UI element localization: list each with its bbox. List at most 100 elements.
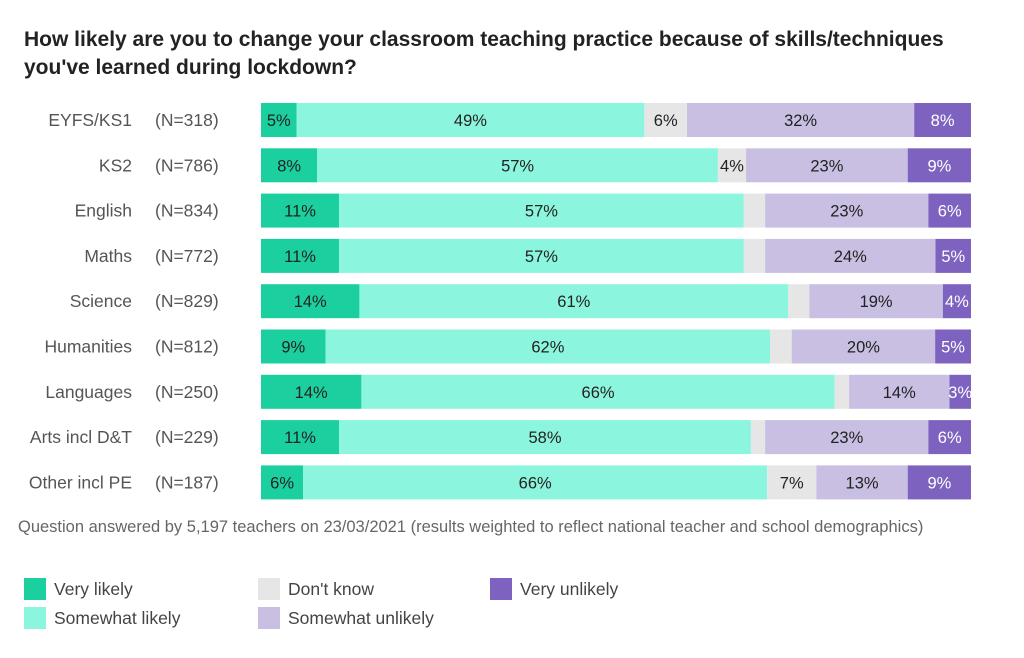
category-label-arts-incl-d-t: Arts incl D&T	[30, 427, 132, 447]
bar-segment-eyfs-ks1-very-likely[interactable]	[261, 103, 297, 137]
bar-segment-science-very-likely[interactable]	[261, 284, 360, 319]
category-label-english: English	[75, 201, 132, 221]
data-label-languages-somewhat-likely: 66%	[582, 384, 615, 402]
category-label-maths: Maths	[84, 246, 132, 266]
data-label-arts-incl-d-t-very-likely: 11%	[284, 429, 316, 447]
data-label-maths-very-unlikely: 5%	[941, 248, 965, 266]
bar-segment-maths-very-unlikely[interactable]	[935, 238, 972, 273]
data-label-ks2-very-unlikely: 9%	[927, 157, 951, 175]
bar-segment-ks2-very-unlikely[interactable]	[907, 148, 971, 183]
data-label-other-incl-pe-somewhat-likely: 66%	[519, 474, 552, 492]
data-label-eyfs-ks1-very-likely: 5%	[267, 112, 291, 130]
sample-size-label-humanities: (N=812)	[155, 337, 219, 357]
bar-segment-languages-very-likely[interactable]	[261, 374, 362, 409]
legend-item-very-unlikely[interactable]: Very unlikely	[490, 577, 618, 601]
bar-segment-humanities-don-t-know[interactable]	[770, 329, 792, 364]
data-label-arts-incl-d-t-very-unlikely: 6%	[938, 429, 962, 447]
sample-size-label-eyfs-ks1: (N=318)	[155, 110, 219, 130]
bar-segment-other-incl-pe-somewhat-likely[interactable]	[303, 465, 768, 500]
legend-item-very-likely[interactable]: Very likely	[24, 577, 133, 601]
legend-swatch-very-likely	[24, 578, 46, 600]
legend-item-somewhat-unlikely[interactable]: Somewhat unlikely	[258, 606, 434, 630]
bar-segment-other-incl-pe-somewhat-unlikely[interactable]	[816, 465, 908, 500]
data-label-languages-very-likely: 14%	[295, 384, 328, 402]
sample-size-label-other-incl-pe: (N=187)	[155, 472, 219, 492]
legend-swatch-somewhat-likely	[24, 607, 46, 629]
sample-size-label-science: (N=829)	[155, 291, 219, 311]
bar-segment-english-very-unlikely[interactable]	[928, 193, 971, 228]
bar-segment-english-don-t-know[interactable]	[743, 193, 766, 228]
bar-segment-maths-very-likely[interactable]	[261, 238, 340, 273]
data-label-eyfs-ks1-very-unlikely: 8%	[931, 112, 955, 130]
bar-segment-humanities-very-likely[interactable]	[261, 329, 326, 364]
data-label-ks2-very-likely: 8%	[277, 157, 301, 175]
bar-segment-maths-somewhat-unlikely[interactable]	[765, 238, 936, 273]
data-label-science-somewhat-unlikely: 19%	[860, 293, 893, 311]
bar-segment-other-incl-pe-very-unlikely[interactable]	[907, 465, 971, 500]
data-label-ks2-somewhat-likely: 57%	[501, 157, 534, 175]
bar-segment-science-don-t-know[interactable]	[788, 284, 810, 319]
bar-segment-humanities-somewhat-likely[interactable]	[325, 329, 771, 364]
sample-size-label-ks2: (N=786)	[155, 155, 219, 175]
data-label-humanities-somewhat-likely: 62%	[531, 339, 564, 357]
bar-segment-arts-incl-d-t-very-unlikely[interactable]	[928, 420, 971, 455]
bar-segment-maths-somewhat-likely[interactable]	[339, 238, 744, 273]
data-label-science-very-unlikely: 4%	[945, 293, 969, 311]
bar-segment-science-very-unlikely[interactable]	[942, 284, 971, 319]
category-label-ks2: KS2	[99, 155, 132, 175]
bar-segment-humanities-very-unlikely[interactable]	[935, 329, 971, 364]
bar-segment-english-somewhat-unlikely[interactable]	[765, 193, 929, 228]
legend-item-somewhat-likely[interactable]: Somewhat likely	[24, 606, 180, 630]
bar-segment-arts-incl-d-t-somewhat-likely[interactable]	[339, 420, 751, 455]
bar-segment-other-incl-pe-don-t-know[interactable]	[767, 465, 817, 500]
bar-segment-maths-don-t-know[interactable]	[743, 238, 766, 273]
bar-segment-languages-somewhat-likely[interactable]	[361, 374, 835, 409]
bar-segment-arts-incl-d-t-don-t-know[interactable]	[750, 420, 766, 455]
data-label-eyfs-ks1-somewhat-likely: 49%	[454, 112, 487, 130]
bar-segment-languages-don-t-know[interactable]	[834, 374, 850, 409]
data-label-english-very-likely: 11%	[284, 203, 316, 221]
data-label-eyfs-ks1-don-t-know: 6%	[654, 112, 678, 130]
data-label-eyfs-ks1-somewhat-unlikely: 32%	[784, 112, 817, 130]
bar-segment-english-very-likely[interactable]	[261, 193, 340, 228]
bar-segment-ks2-very-likely[interactable]	[261, 148, 318, 183]
category-label-humanities: Humanities	[44, 337, 132, 357]
data-label-arts-incl-d-t-somewhat-unlikely: 23%	[830, 429, 863, 447]
bar-segment-eyfs-ks1-very-unlikely[interactable]	[914, 103, 971, 137]
bar-segment-languages-somewhat-unlikely[interactable]	[849, 374, 950, 409]
bar-segment-eyfs-ks1-somewhat-likely[interactable]	[296, 103, 645, 137]
bar-segment-arts-incl-d-t-somewhat-unlikely[interactable]	[765, 420, 929, 455]
data-label-languages-somewhat-unlikely: 14%	[883, 384, 916, 402]
category-label-languages: Languages	[45, 382, 132, 402]
data-label-maths-very-likely: 11%	[284, 248, 316, 266]
bar-segment-arts-incl-d-t-very-likely[interactable]	[261, 420, 340, 455]
data-label-english-very-unlikely: 6%	[938, 203, 962, 221]
bar-segment-other-incl-pe-very-likely[interactable]	[261, 465, 304, 500]
category-label-science: Science	[70, 291, 132, 311]
sample-size-label-arts-incl-d-t: (N=229)	[155, 427, 219, 447]
bar-segment-science-somewhat-unlikely[interactable]	[809, 284, 943, 319]
data-label-arts-incl-d-t-somewhat-likely: 58%	[528, 429, 561, 447]
data-label-humanities-very-likely: 9%	[281, 339, 305, 357]
bar-segment-humanities-somewhat-unlikely[interactable]	[791, 329, 936, 364]
data-label-ks2-don-t-know: 4%	[720, 157, 744, 175]
legend-swatch-dont-know	[258, 578, 280, 600]
bar-segment-ks2-don-t-know[interactable]	[717, 148, 747, 183]
legend-swatch-very-unlikely	[490, 578, 512, 600]
category-label-other-incl-pe: Other incl PE	[29, 472, 132, 492]
data-label-maths-somewhat-likely: 57%	[525, 248, 558, 266]
data-label-maths-somewhat-unlikely: 24%	[834, 248, 867, 266]
bar-segment-languages-very-unlikely[interactable]	[949, 374, 971, 409]
bar-segment-ks2-somewhat-likely[interactable]	[317, 148, 718, 183]
data-label-science-very-likely: 14%	[294, 293, 327, 311]
bar-segment-eyfs-ks1-don-t-know[interactable]	[644, 103, 687, 137]
bar-segment-english-somewhat-likely[interactable]	[339, 193, 744, 228]
sample-size-label-maths: (N=772)	[155, 246, 219, 266]
bar-segment-eyfs-ks1-somewhat-unlikely[interactable]	[687, 103, 915, 137]
bar-segment-science-somewhat-likely[interactable]	[359, 284, 789, 319]
bar-segment-ks2-somewhat-unlikely[interactable]	[746, 148, 908, 183]
legend-label-dont-know: Don't know	[288, 578, 375, 599]
data-label-other-incl-pe-don-t-know: 7%	[780, 474, 804, 492]
legend-item-dont-know[interactable]: Don't know	[258, 577, 374, 601]
sample-size-label-languages: (N=250)	[155, 382, 219, 402]
